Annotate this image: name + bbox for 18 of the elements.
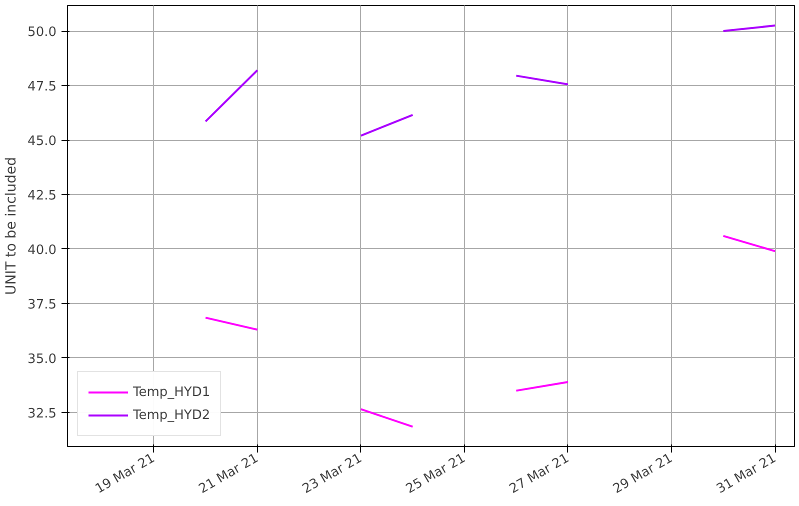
y-tick-label: 35.0 bbox=[28, 352, 57, 367]
x-tick-label: 23 Mar 21 bbox=[300, 450, 365, 497]
legend-label: Temp_HYD1 bbox=[133, 384, 210, 400]
y-tick-label: 45.0 bbox=[28, 134, 57, 149]
y-tick-label: 42.5 bbox=[28, 188, 57, 204]
x-tick-label: 27 Mar 21 bbox=[507, 450, 572, 497]
legend-label: Temp_HYD2 bbox=[133, 408, 210, 422]
x-tick-label: 29 Mar 21 bbox=[610, 450, 676, 497]
y-tick-label: 32.5 bbox=[28, 406, 57, 422]
x-tick-label: 25 Mar 21 bbox=[404, 450, 468, 497]
x-tick-label: 31 Mar 21 bbox=[714, 450, 779, 497]
x-tick-label: 19 Mar 21 bbox=[92, 450, 158, 497]
y-tick-label: 47.5 bbox=[28, 80, 57, 95]
y-tick-label: 40.0 bbox=[28, 243, 57, 258]
x-tick-label: 21 Mar 21 bbox=[196, 450, 262, 497]
y-tick-label: 50.0 bbox=[28, 25, 57, 40]
y-tick-label: 37.5 bbox=[28, 297, 57, 312]
y-axis-title: UNIT to be included bbox=[4, 157, 20, 295]
